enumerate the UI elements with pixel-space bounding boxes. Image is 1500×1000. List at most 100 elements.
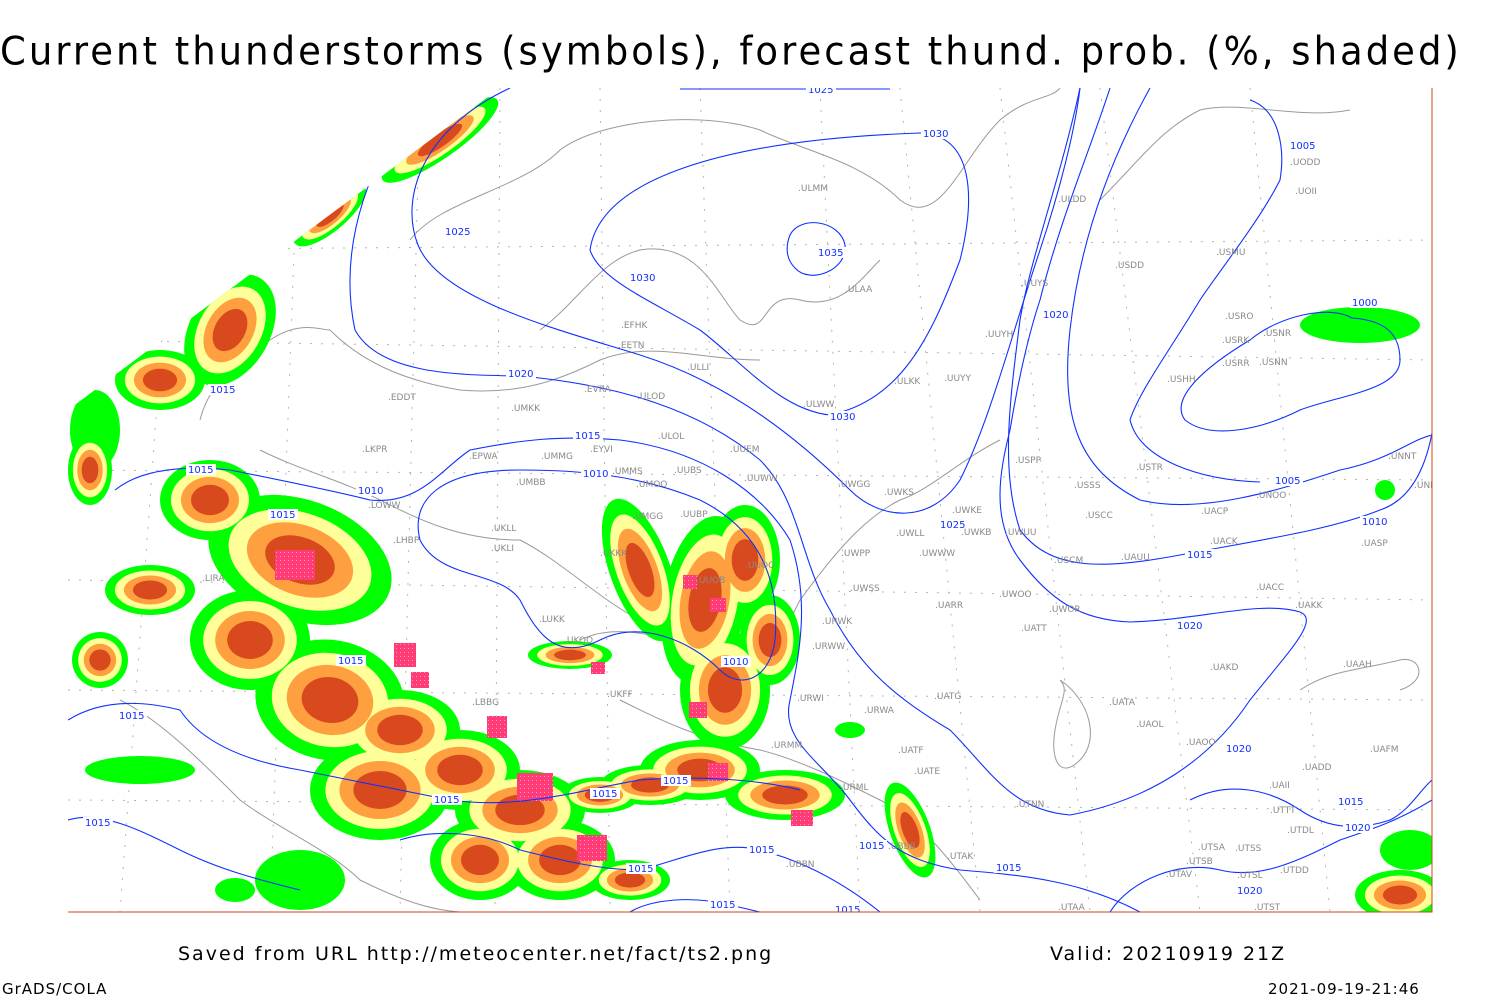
graticule-line [68,469,1432,481]
station-label: .USNR [1263,329,1291,339]
graticule-line [999,88,1091,912]
isobar-label-bg [806,88,836,95]
station-label: .UTSL [1237,871,1263,881]
station-label: .EYVI [590,445,613,455]
isobar-line [114,437,1141,912]
station-label: .URWA [864,706,895,716]
probability-area [377,714,423,746]
station-label: .UACP [1201,507,1229,517]
thunderstorm-symbol [577,835,607,861]
probability-area [191,484,229,516]
station-label: .EETN [618,341,644,351]
station-labels: .ULMM .ULDD .USDD .USMU .UODD .UOII .ULAA .UUYS… [202,158,1443,913]
station-label: .UTAA [1058,903,1086,913]
isobar-line [1007,88,1432,565]
station-label: .UWGG [838,480,870,490]
station-label: .USSS [1074,481,1101,491]
station-label: .UTSS [1235,844,1262,854]
probability-area [762,785,808,805]
coastline [539,248,881,331]
isobar-label: 1010 [583,469,608,480]
station-label: .UNNT [1388,452,1417,462]
station-label: .UNBB [1414,481,1443,491]
station-label: .UUEM [730,445,760,455]
station-label: .UASP [1361,539,1388,549]
station-label: .UAKD [1210,663,1239,673]
station-label: .UACC [1256,583,1284,593]
station-label: .UWLL [896,529,924,539]
software-credit: GrADS/COLA [2,980,108,998]
station-label: .UBBN [786,860,815,870]
probability-area [132,580,168,600]
isobar-label-bg [708,899,738,910]
isobar-label-bg [573,430,603,441]
station-label: .UTSB [1186,857,1213,867]
station-label: .UWUU [1005,528,1037,538]
isobar-label-bg [590,788,620,799]
station-label: .UWPP [841,549,871,559]
valid-time: Valid: 20210919 21Z [1050,943,1287,965]
probability-area [625,542,655,598]
probability-area [900,811,920,849]
station-label: .UMBB [516,478,546,488]
station-label: .UACK [1210,537,1239,547]
station-label: .UTDL [1287,826,1314,836]
isobar-label-bg [938,519,968,530]
station-label: .UKLI [491,544,514,554]
station-label: .UMMS [612,467,643,477]
station-label: .USNN [1259,358,1288,368]
isobar-label-bg [1288,140,1318,151]
station-label: .UTNN [1016,800,1044,810]
isobar-label-bg [661,775,691,786]
isobar-label-bg [828,411,858,422]
station-label: .UTST [1254,903,1281,913]
isobar-label: 1015 [628,864,653,875]
isobar-label: 1005 [1275,476,1300,487]
station-label: .UWWW [919,549,955,559]
isobar-labels: 1025 1030 1035 1030 1030 1025 1020 1020 1015 1010… [83,88,1390,912]
isobar-label-bg [747,844,777,855]
station-label: .UATE [914,767,940,777]
station-label: .LIRA [202,574,225,584]
isobar-label-bg [83,817,113,828]
isobar-line [1129,99,1283,483]
probability-area [227,621,273,659]
isobar-label: 1020 [1177,621,1202,632]
station-label: .ULDD [1058,195,1086,205]
isobar-label: 1020 [1345,823,1370,834]
coastline [329,329,761,392]
station-label: .USMU [1216,248,1246,258]
isobar-label: 1015 [85,818,110,829]
isobar-label: 1015 [710,900,735,911]
probability-area [1382,885,1418,905]
station-label: .UKOO [564,636,593,646]
isobar-line [1067,88,1432,506]
isobar-label-bg [1041,309,1071,320]
isobar-label: 1015 [434,795,459,806]
station-label: .UUBP [680,510,708,520]
station-label: .UBBB [888,842,916,852]
isobar-label: 1030 [630,273,655,284]
station-label: .URWI [797,694,824,704]
station-label: .UKKK [600,549,628,559]
probability-area [731,539,759,581]
thunderstorm-symbol [683,575,697,589]
isobar-label: 1015 [119,711,144,722]
station-label: .URWW [812,642,845,652]
station-label: .UATF [898,746,924,756]
station-label: .URML [840,783,868,793]
isobar-label: 1020 [1237,886,1262,897]
station-label: .USCM [1054,556,1083,566]
isobar-label: 1015 [575,431,600,442]
probability-area [461,844,499,876]
probability-area [301,677,359,723]
isobar-label-bg [432,794,462,805]
station-label: .UMGG [632,512,663,522]
station-label: .UWOO [999,590,1032,600]
probability-area [1300,307,1420,343]
station-label: .EDDT [388,393,416,403]
station-label: .UNOO [1256,491,1286,501]
station-label: .UATG [934,692,961,702]
probability-area [437,754,483,786]
isobar-line [1180,311,1401,432]
